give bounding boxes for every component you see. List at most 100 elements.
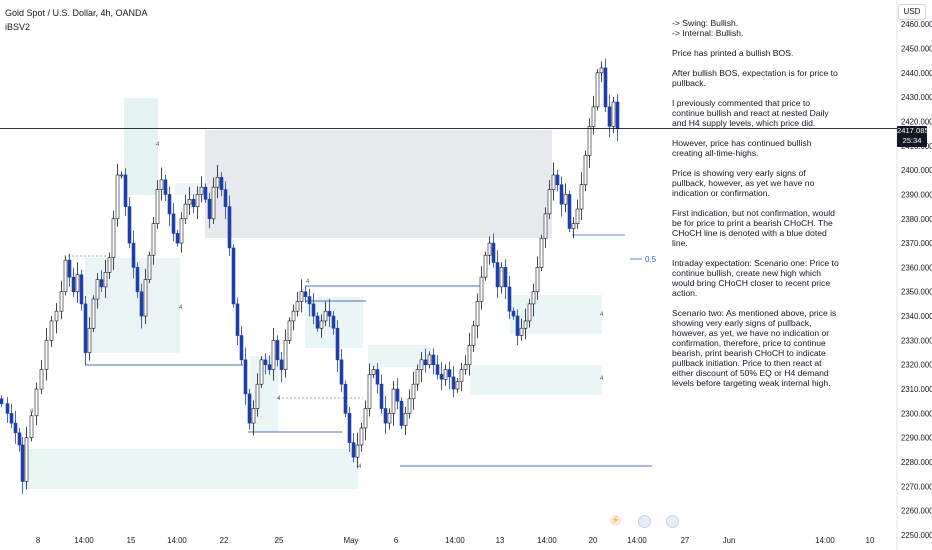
last-price-value: 2417.085	[897, 126, 929, 135]
candle-body	[44, 340, 49, 370]
y-tick-label: 2370.000	[901, 239, 932, 248]
candle-body	[151, 223, 156, 256]
candle-body	[203, 186, 208, 200]
fib-level-label: 0.5	[645, 255, 657, 264]
us-flag-icon[interactable]	[638, 515, 651, 528]
candle-body	[535, 267, 540, 293]
candle-body	[315, 315, 320, 329]
candle-body	[307, 296, 312, 305]
candle-body	[579, 184, 584, 210]
y-tick-label: 2430.000	[901, 93, 932, 102]
candle-body	[311, 303, 316, 317]
zone-label: 4	[358, 464, 362, 470]
candle-body	[399, 400, 404, 426]
candle-body	[443, 369, 448, 380]
x-tick-label: 15	[127, 536, 136, 545]
candle-body	[227, 206, 232, 249]
candle-body	[383, 408, 388, 424]
candle-body	[343, 383, 348, 414]
candle-body	[495, 262, 500, 288]
x-tick-label: 10	[866, 536, 875, 545]
zone-box	[368, 345, 430, 367]
candle-body	[175, 233, 180, 244]
candle-body	[287, 320, 292, 341]
us-flag-icon[interactable]	[666, 515, 679, 528]
candle-body	[583, 155, 588, 186]
candle-body	[155, 189, 160, 224]
candle-body	[599, 67, 604, 74]
candle-body	[543, 213, 548, 239]
x-tick-label: 14:00	[627, 536, 647, 545]
candle-body	[571, 223, 576, 229]
y-tick-label: 2280.000	[901, 458, 932, 467]
candle-body	[419, 359, 424, 370]
y-tick-label: 2290.000	[901, 434, 932, 443]
candlestick-series	[0, 58, 620, 494]
candle-body	[127, 206, 132, 244]
candle-body	[359, 427, 364, 446]
candle-body	[395, 388, 400, 402]
candle-body	[411, 383, 416, 400]
zone-box	[205, 130, 552, 238]
x-tick-label: 14:00	[445, 536, 465, 545]
candle-body	[263, 359, 268, 366]
y-tick-label: 2440.000	[901, 69, 932, 78]
zone-box	[470, 365, 602, 395]
candle-body	[451, 376, 456, 390]
x-tick-label: 8	[36, 536, 40, 545]
candle-body	[63, 259, 68, 293]
candle-body	[199, 186, 204, 195]
candle-body	[259, 359, 264, 385]
candle-body	[507, 286, 512, 312]
y-tick-label: 2400.000	[901, 166, 932, 175]
candle-body	[559, 184, 564, 205]
candle-body	[159, 179, 164, 190]
zone-box	[124, 98, 158, 195]
candle-body	[563, 194, 568, 205]
candle-body	[231, 247, 236, 305]
lightning-icon[interactable]: ⚡	[610, 515, 621, 526]
currency-button[interactable]: USD	[898, 4, 926, 20]
candle-body	[339, 359, 344, 385]
candle-body	[283, 340, 288, 370]
candle-body	[99, 279, 104, 288]
note-paragraph: Intraday expectation: Scenario one: Pric…	[672, 258, 839, 298]
candle-body	[407, 398, 412, 414]
note-paragraph: After bullish BOS, expectation is for pr…	[672, 68, 838, 88]
candle-body	[255, 383, 260, 409]
note-paragraph: Scenario two: As mentioned above, price …	[672, 308, 837, 388]
x-tick-label: 27	[681, 536, 690, 545]
candle-body	[131, 242, 136, 268]
indicator-label[interactable]: iBSV2	[5, 22, 31, 32]
price-axis: 2250.000 2260.000 2270.000 2280.000 2290.000…	[896, 0, 932, 550]
candle-body	[183, 203, 188, 220]
candle-body	[59, 291, 64, 312]
candle-body	[555, 174, 560, 186]
candle-body	[331, 315, 336, 329]
candle-body	[295, 301, 300, 312]
candle-body	[531, 291, 536, 305]
candle-body	[299, 291, 304, 302]
y-tick-label: 2260.000	[901, 507, 932, 516]
candle-body	[83, 303, 88, 353]
candle-body	[523, 320, 528, 329]
candle-body	[17, 432, 22, 446]
candle-body	[471, 325, 476, 346]
candle-body	[187, 199, 192, 205]
candle-body	[323, 310, 328, 322]
candle-body	[291, 310, 296, 322]
candle-body	[107, 257, 112, 273]
candle-body	[483, 254, 488, 278]
candle-body	[167, 194, 172, 215]
candle-body	[351, 442, 356, 458]
candle-body	[95, 279, 100, 300]
candle-body	[147, 254, 152, 280]
candle-body	[279, 359, 284, 370]
x-tick-label: May	[344, 536, 359, 545]
x-tick-label: Jun	[723, 536, 736, 545]
structure-lines	[64, 234, 652, 467]
candle-body	[511, 310, 516, 317]
x-tick-label: 13	[496, 536, 505, 545]
candle-body	[111, 218, 116, 258]
